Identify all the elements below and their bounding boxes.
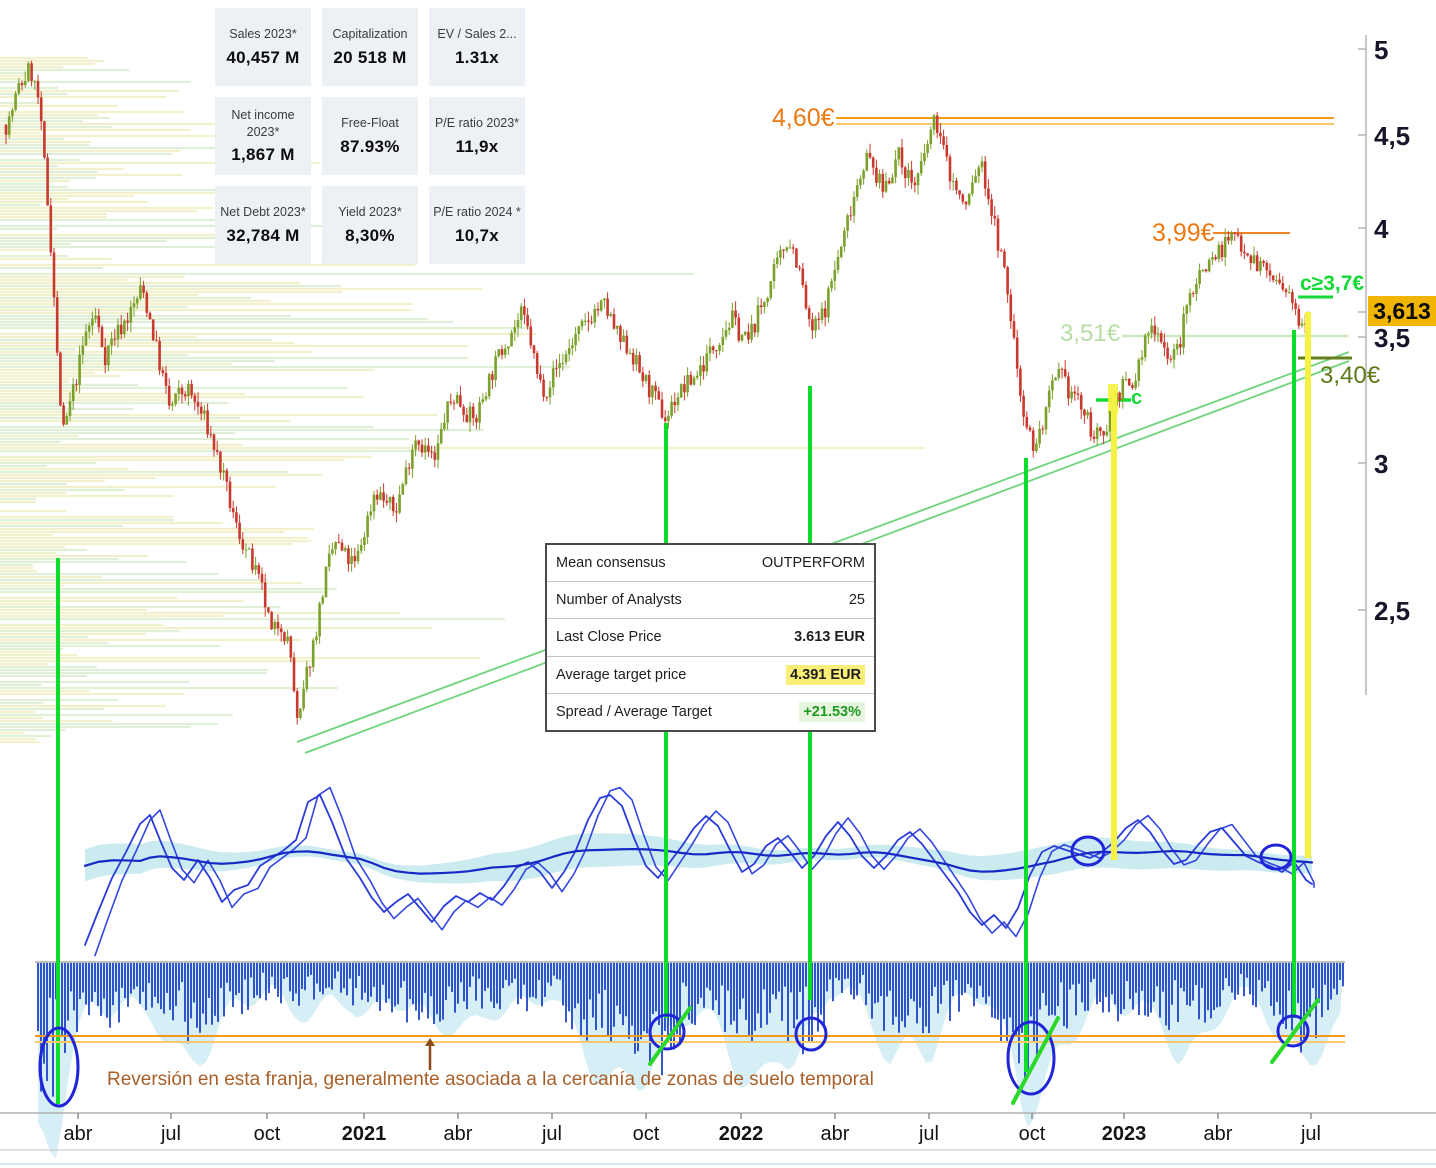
stat-label: Net income 2023* <box>231 108 295 139</box>
stat-box-4: Free-Float 87.93% <box>322 97 418 175</box>
stat-label: P/E ratio 2024 * <box>433 205 521 220</box>
consensus-row-label: Mean consensus <box>556 555 666 572</box>
stat-label: Net Debt 2023* <box>220 205 306 220</box>
stat-box-1: Capitalization 20 518 M <box>322 8 418 86</box>
price-level-label-c-3-7: c≥3,7€ <box>1300 272 1365 295</box>
price-level-lines <box>836 117 1352 414</box>
candlesticks <box>4 60 1310 725</box>
x-tick-label: jul <box>918 1123 940 1145</box>
consensus-row-2: Last Close Price 3.613 EUR <box>547 618 874 655</box>
price-level-label-3-51: 3,51€ <box>1060 320 1121 347</box>
x-tick-label: jul <box>160 1123 182 1145</box>
c-marker-label: c <box>1131 387 1143 409</box>
x-tick-label: oct <box>253 1123 281 1145</box>
x-tick-label: abr <box>443 1123 473 1145</box>
axes <box>0 35 1436 1165</box>
highlight-circles <box>38 835 1320 1108</box>
stat-box-3: Net income 2023* 1,867 M <box>215 97 311 175</box>
stat-value: 1.31x <box>454 47 500 67</box>
stat-label: Sales 2023* <box>229 27 297 42</box>
price-level-label-3-40: 3,40€ <box>1320 362 1381 389</box>
y-tick-label: 2,5 <box>1374 596 1411 626</box>
histogram-panel <box>35 961 1345 1159</box>
x-tick-label: abr <box>63 1123 93 1145</box>
consensus-row-0: Mean consensus OUTPERFORM <box>547 545 874 581</box>
consensus-row-4: Spread / Average Target +21.53% <box>547 692 874 730</box>
oscillator-panel <box>83 786 1315 957</box>
consensus-row-label: Average target price <box>556 666 687 683</box>
x-tick-label: oct <box>1018 1123 1046 1145</box>
consensus-row-value: 25 <box>848 592 865 609</box>
stat-value: 11,9x <box>455 136 499 156</box>
stat-label: EV / Sales 2... <box>437 27 517 42</box>
stat-box-5: P/E ratio 2023* 11,9x <box>429 97 525 175</box>
stat-box-0: Sales 2023* 40,457 M <box>215 8 311 86</box>
price-level-label-4-60: 4,60€ <box>772 104 835 132</box>
stat-box-7: Yield 2023* 8,30% <box>322 186 418 264</box>
last-price-badge: 3,613 <box>1368 296 1436 326</box>
price-level-label-3-99: 3,99€ <box>1152 219 1215 247</box>
event-lines <box>35 312 1345 1104</box>
consensus-table: Mean consensus OUTPERFORM Number of Analys… <box>545 543 876 732</box>
stat-value: 8,30% <box>345 225 395 245</box>
x-tick-label: jul <box>541 1123 563 1145</box>
consensus-row-value: 4.391 EUR <box>786 664 865 685</box>
consensus-row-label: Last Close Price <box>556 629 662 646</box>
stat-label: Capitalization <box>332 27 408 42</box>
consensus-row-value: 3.613 EUR <box>794 629 865 646</box>
stat-value: 40,457 M <box>226 47 300 67</box>
consensus-row-label: Spread / Average Target <box>556 703 712 720</box>
reversion-annotation: Reversión en esta franja, generalmente a… <box>107 1069 874 1090</box>
stat-box-6: Net Debt 2023* 32,784 M <box>215 186 311 264</box>
y-tick-label: 4 <box>1374 214 1389 244</box>
x-tick-label: abr <box>820 1123 850 1145</box>
x-tick-label: abr <box>1203 1123 1233 1145</box>
y-tick-label: 3,5 <box>1374 323 1411 353</box>
y-tick-label: 5 <box>1374 35 1389 65</box>
stat-box-2: EV / Sales 2... 1.31x <box>429 8 525 86</box>
stat-value: 10,7x <box>454 225 500 245</box>
stat-label: Yield 2023* <box>338 205 402 220</box>
stat-value: 1,867 M <box>231 144 295 164</box>
x-tick-label: 2021 <box>341 1123 387 1145</box>
stat-value: 87.93% <box>340 136 400 156</box>
consensus-row-3: Average target price 4.391 EUR <box>547 655 874 693</box>
x-tick-label: oct <box>632 1123 660 1145</box>
x-tick-label: 2022 <box>718 1123 764 1145</box>
y-tick-label: 4,5 <box>1374 121 1411 151</box>
fundamentals-grid: Sales 2023* 40,457 M Capitalization 20 518 … <box>215 8 525 264</box>
x-tick-label: 2023 <box>1101 1123 1147 1145</box>
y-tick-label: 3 <box>1374 449 1389 479</box>
x-tick-label: jul <box>1300 1123 1322 1145</box>
stat-value: 32,784 M <box>226 225 300 245</box>
stat-label: P/E ratio 2023* <box>434 116 520 131</box>
consensus-row-value: +21.53% <box>799 701 865 722</box>
stat-box-8: P/E ratio 2024 * 10,7x <box>429 186 525 264</box>
consensus-row-label: Number of Analysts <box>556 592 682 609</box>
stat-value: 20 518 M <box>333 47 407 67</box>
stat-label: Free-Float <box>341 116 399 131</box>
consensus-row-value: OUTPERFORM <box>761 555 865 572</box>
consensus-row-1: Number of Analysts 25 <box>547 581 874 618</box>
